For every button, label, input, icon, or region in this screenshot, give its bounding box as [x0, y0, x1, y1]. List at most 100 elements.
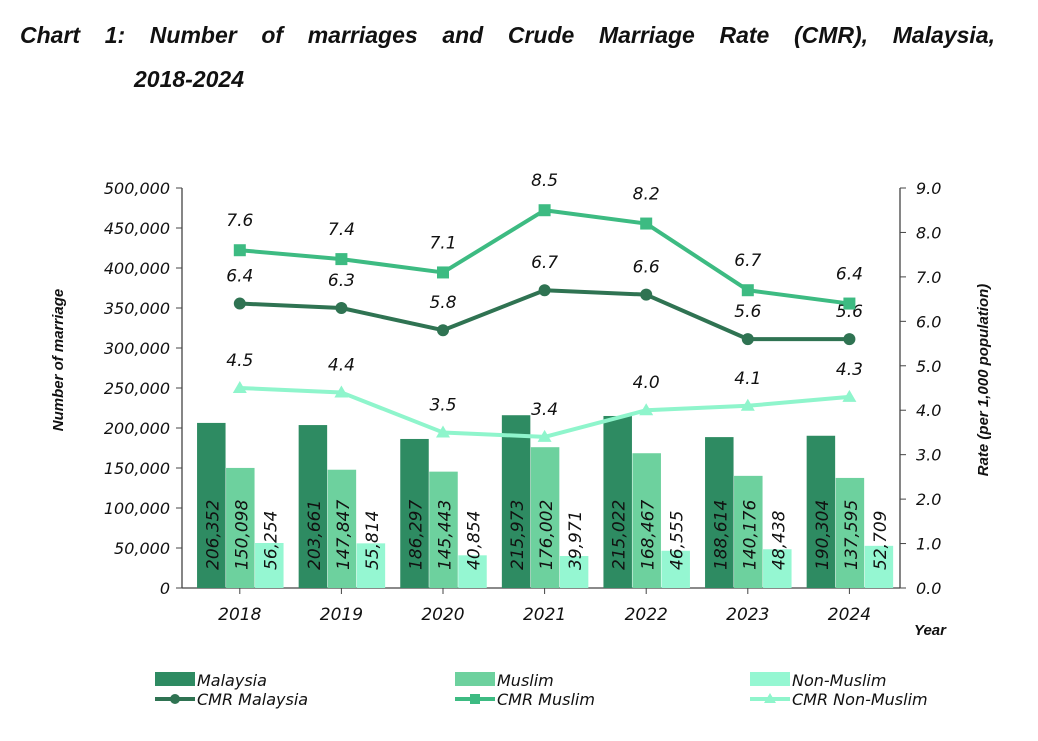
right-tick-label: 3.0 — [916, 446, 941, 465]
bar-muslim — [429, 471, 458, 588]
legend-label: CMR Non-Muslim — [792, 690, 928, 709]
cmr-muslim-marker — [335, 253, 348, 266]
cmr-non-muslim-marker — [639, 403, 654, 416]
bar-muslim — [327, 469, 357, 588]
legend-label: Malaysia — [197, 671, 267, 690]
legend-square-icon — [470, 694, 480, 704]
x-tick-label: 2024 — [828, 605, 871, 625]
cmr-malaysia-marker — [741, 333, 754, 346]
x-tick-label: 2018 — [218, 605, 261, 625]
cmr-non-muslim-marker — [740, 398, 755, 411]
legend-swatch-malaysia — [155, 672, 195, 686]
line-value-label: 4.4 — [328, 355, 355, 375]
right-tick-label: 7.0 — [916, 268, 941, 287]
bar-non-muslim — [559, 556, 589, 588]
cmr-malaysia-marker — [233, 297, 246, 310]
cmr-non-muslim-marker — [334, 385, 349, 398]
bar-value-label: 52,709 — [871, 511, 891, 570]
left-tick-label: 400,000 — [104, 259, 170, 278]
bar-value-label: 145,443 — [436, 500, 456, 570]
left-tick-label: 500,000 — [104, 179, 170, 198]
legend-circle-icon — [170, 694, 180, 704]
legend-label: Muslim — [497, 671, 554, 690]
x-tick-label: 2020 — [421, 605, 464, 625]
legend-label: Non-Muslim — [792, 671, 886, 690]
cmr-malaysia-marker — [640, 288, 653, 301]
right-tick-label: 0.0 — [916, 579, 941, 598]
line-value-label: 5.6 — [734, 302, 761, 322]
right-tick-label: 6.0 — [916, 312, 941, 331]
bar-value-label: 147,847 — [334, 500, 354, 570]
left-tick-label: 450,000 — [104, 219, 170, 238]
bar-malaysia — [197, 422, 226, 588]
cmr-non-muslim-marker — [537, 429, 552, 442]
bar-non-muslim — [356, 543, 386, 588]
cmr-muslim-marker — [437, 266, 449, 279]
line-value-label: 6.7 — [734, 251, 761, 271]
left-tick-label: 100,000 — [104, 499, 170, 518]
bar-value-label: 140,176 — [740, 500, 760, 570]
left-tick-label: 0 — [160, 579, 170, 598]
line-value-label: 4.3 — [836, 360, 863, 380]
bar-malaysia — [705, 437, 734, 588]
right-tick-label: 2.0 — [916, 490, 941, 509]
left-tick-label: 350,000 — [104, 299, 170, 318]
legend-swatch-non-muslim — [750, 672, 790, 686]
cmr-muslim-marker — [640, 217, 653, 230]
line-value-label: 6.4 — [226, 267, 253, 287]
bar-value-label: 46,555 — [668, 511, 688, 570]
line-value-label: 6.6 — [633, 258, 660, 278]
bar-malaysia — [501, 415, 531, 588]
bar-muslim — [734, 475, 763, 588]
right-tick-label: 9.0 — [916, 179, 941, 198]
line-value-label: 4.0 — [633, 373, 660, 393]
cmr-non-muslim-marker — [232, 381, 247, 393]
right-tick-label: 4.0 — [916, 401, 941, 420]
bar-value-label: 168,467 — [639, 500, 659, 570]
y-axis-title: Number of marriage — [50, 289, 67, 432]
line-value-label: 8.2 — [633, 185, 660, 205]
cmr-malaysia-marker — [335, 302, 348, 314]
bar-value-label: 55,814 — [363, 511, 383, 570]
bar-value-label: 215,022 — [610, 500, 630, 570]
legend-swatch-muslim — [455, 672, 495, 686]
line-value-label: 3.5 — [429, 395, 456, 415]
bar-malaysia — [298, 425, 328, 588]
bar-value-label: 48,438 — [769, 510, 789, 570]
x-tick-label: 2021 — [523, 605, 566, 625]
line-value-label: 8.5 — [531, 171, 558, 191]
line-value-label: 6.4 — [836, 265, 863, 285]
cmr-muslim-marker — [843, 297, 856, 310]
cmr-muslim-marker — [741, 284, 754, 297]
cmr-non-muslim-marker — [436, 425, 450, 438]
bar-malaysia — [603, 415, 632, 588]
line-value-label: 7.4 — [328, 220, 355, 240]
cmr-muslim-marker — [233, 244, 246, 257]
cmr-malaysia-marker — [437, 324, 449, 337]
bar-non-muslim — [763, 549, 792, 588]
bar-value-label: 39,971 — [566, 511, 586, 570]
chart-title-year-range: 2018-2024 — [134, 66, 244, 92]
x-tick-label: 2023 — [726, 605, 769, 625]
y-axis-right-title: Rate (per 1,000 population) — [975, 284, 992, 477]
cmr-malaysia-marker — [843, 333, 856, 346]
bar-value-label: 40,854 — [465, 511, 485, 570]
bar-malaysia — [806, 435, 836, 588]
bar-non-muslim — [255, 542, 284, 588]
left-tick-label: 300,000 — [104, 339, 170, 358]
line-value-label: 7.6 — [226, 211, 253, 231]
right-tick-label: 1.0 — [916, 535, 941, 554]
bar-value-label: 150,098 — [232, 500, 252, 570]
cmr-muslim-marker — [538, 204, 551, 217]
bar-muslim — [530, 447, 560, 588]
bar-value-label: 206,352 — [203, 500, 223, 570]
bar-non-muslim — [661, 550, 690, 588]
bar-value-label: 186,297 — [407, 500, 427, 570]
line-value-label: 4.1 — [734, 369, 761, 389]
left-tick-label: 250,000 — [104, 379, 170, 398]
line-value-label: 5.6 — [836, 302, 863, 322]
cmr-non-muslim-marker — [842, 389, 857, 402]
right-tick-label: 5.0 — [916, 357, 941, 376]
bar-value-label: 137,595 — [842, 500, 862, 570]
